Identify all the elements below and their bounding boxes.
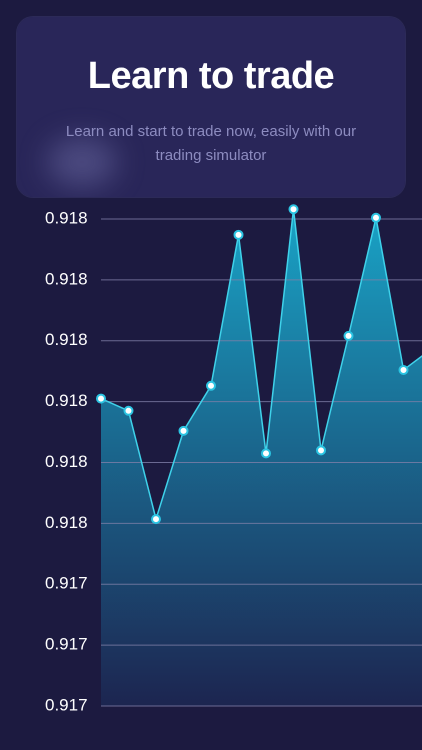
y-tick-label: 0.918 [45,513,88,532]
point [233,229,244,240]
point [96,393,106,404]
y-tick-label: 0.918 [45,452,88,471]
point [123,405,134,416]
y-tick-label: 0.917 [45,574,88,593]
point [261,448,271,459]
title: Learn to trade [87,55,335,97]
area [101,209,422,706]
glow [47,137,117,187]
point [316,445,326,456]
point [371,212,381,223]
subtitle: Learn and start to trade now, easily wit… [65,123,357,164]
y-tick-label: 0.918 [45,330,88,349]
point [343,330,354,341]
y-tick-label: 0.917 [45,695,88,714]
point [178,425,189,436]
point [288,204,299,215]
point [206,380,216,391]
y-tick-label: 0.918 [45,208,88,227]
y-tick-label: 0.917 [45,635,88,654]
header-card: Learn to trade Learn and start to trade … [17,17,405,197]
point [151,514,161,525]
y-tick-label: 0.918 [45,391,88,410]
point [398,364,409,375]
y-tick-label: 0.918 [45,269,88,288]
